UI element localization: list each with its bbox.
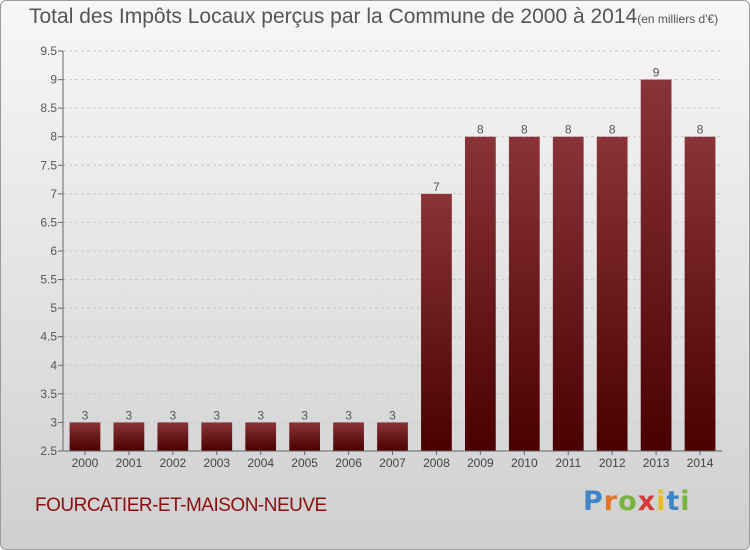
bar bbox=[508, 136, 540, 451]
logo-letter: i bbox=[680, 486, 691, 517]
data-label: 8 bbox=[697, 123, 704, 137]
data-label: 3 bbox=[126, 408, 133, 422]
x-tick-label: 2007 bbox=[379, 456, 406, 470]
chart-title-main: Total des Impôts Locaux perçus par la Co… bbox=[29, 5, 638, 28]
x-tick-label: 2014 bbox=[687, 456, 714, 470]
x-tick-label: 2001 bbox=[116, 456, 143, 470]
chart-title-unit: (en milliers d'€) bbox=[637, 12, 719, 26]
x-tick-label: 2002 bbox=[159, 456, 186, 470]
bar bbox=[113, 422, 145, 451]
y-tick-label: 4 bbox=[50, 358, 57, 372]
x-tick-label: 2003 bbox=[203, 456, 230, 470]
bar bbox=[201, 422, 233, 451]
logo-letter: i bbox=[656, 486, 667, 517]
data-label: 3 bbox=[257, 408, 264, 422]
y-tick-label: 5 bbox=[50, 301, 57, 315]
y-tick-label: 7.5 bbox=[40, 158, 57, 172]
logo-letter: P bbox=[583, 486, 604, 517]
data-label: 3 bbox=[213, 408, 220, 422]
x-tick-label: 2013 bbox=[643, 456, 670, 470]
y-tick-label: 5.5 bbox=[40, 273, 57, 287]
x-tick-label: 2012 bbox=[599, 456, 626, 470]
y-tick-label: 8 bbox=[50, 130, 57, 144]
logo-letter: x bbox=[637, 486, 657, 517]
data-label: 3 bbox=[389, 408, 396, 422]
y-tick-label: 2.5 bbox=[40, 444, 57, 458]
logo-letter: r bbox=[603, 486, 619, 517]
y-tick-label: 3.5 bbox=[40, 387, 57, 401]
bar bbox=[684, 136, 716, 451]
commune-name: FOURCATIER-ET-MAISON-NEUVE bbox=[35, 495, 327, 516]
data-label: 3 bbox=[345, 408, 352, 422]
y-tick-label: 7 bbox=[50, 187, 57, 201]
data-label: 3 bbox=[169, 408, 176, 422]
bar bbox=[421, 193, 452, 451]
bar bbox=[69, 422, 101, 451]
bar bbox=[377, 422, 408, 451]
proxiti-logo: Proxiti bbox=[583, 486, 691, 517]
y-tick-label: 3 bbox=[50, 415, 57, 429]
x-tick-label: 2011 bbox=[555, 456, 581, 470]
bar bbox=[289, 422, 321, 451]
bar bbox=[596, 136, 628, 451]
data-label: 3 bbox=[82, 408, 89, 422]
x-tick-label: 2009 bbox=[467, 456, 494, 470]
data-label: 8 bbox=[565, 123, 572, 137]
data-label: 3 bbox=[301, 408, 308, 422]
bar bbox=[157, 422, 189, 451]
data-label: 9 bbox=[653, 66, 660, 80]
x-tick-label: 2006 bbox=[335, 456, 362, 470]
bar bbox=[464, 136, 496, 451]
y-tick-label: 9 bbox=[50, 73, 57, 87]
bar bbox=[552, 136, 584, 451]
x-tick-label: 2008 bbox=[423, 456, 450, 470]
bar bbox=[333, 422, 364, 451]
y-tick-label: 4.5 bbox=[40, 330, 57, 344]
x-tick-label: 2000 bbox=[72, 456, 99, 470]
data-label: 7 bbox=[433, 180, 440, 194]
x-tick-label: 2010 bbox=[511, 456, 538, 470]
data-label: 8 bbox=[477, 123, 484, 137]
logo-letter: o bbox=[618, 486, 638, 517]
data-label: 8 bbox=[521, 123, 528, 137]
y-tick-label: 9.5 bbox=[40, 44, 57, 58]
bar bbox=[245, 422, 277, 451]
chart-title: Total des Impôts Locaux perçus par la Co… bbox=[29, 5, 718, 29]
data-label: 8 bbox=[609, 123, 616, 137]
y-tick-label: 6.5 bbox=[40, 215, 57, 229]
bar bbox=[640, 79, 672, 452]
logo-letter: t bbox=[666, 486, 681, 517]
y-tick-label: 8.5 bbox=[40, 101, 57, 115]
x-tick-label: 2004 bbox=[247, 456, 274, 470]
x-tick-label: 2005 bbox=[291, 456, 318, 470]
y-tick-label: 6 bbox=[50, 244, 57, 258]
